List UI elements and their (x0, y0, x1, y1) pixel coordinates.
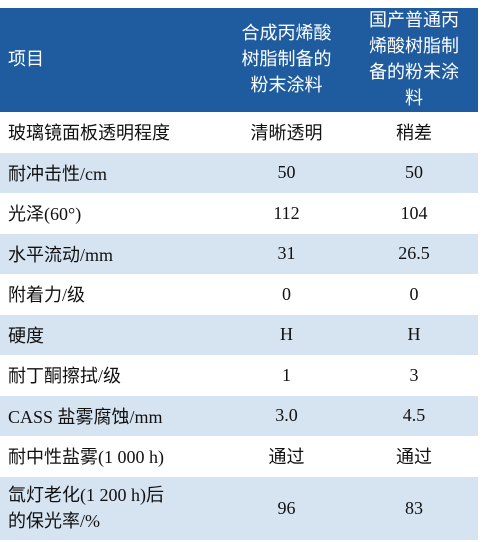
table-cell: 26.5 (350, 233, 478, 274)
table-row: 耐中性盐雾(1 000 h) 通过 通过 (0, 436, 478, 477)
table-row: 玻璃镜面板透明程度 清晰透明 稍差 (0, 112, 478, 153)
table-cell: 4.5 (350, 395, 478, 436)
table-cell: 3 (350, 355, 478, 396)
table-cell: 通过 (350, 436, 478, 477)
header-text: 国产普通丙烯酸树脂制备的粉末涂料 (369, 10, 459, 109)
table-cell: 0 (350, 274, 478, 315)
table-cell: 硬度 (0, 314, 223, 355)
cell-text: 耐中性盐雾(1 000 h) (8, 447, 164, 468)
cell-text: 0 (282, 283, 291, 304)
table-cell: H (223, 314, 350, 355)
cell-text: 50 (277, 162, 296, 183)
table-row: 硬度 H H (0, 314, 478, 355)
cell-text: 104 (400, 202, 428, 223)
table-row: 氙灯老化(1 200 h)后的保光率/% 96 83 (0, 476, 478, 540)
cell-text: 水平流动/mm (8, 244, 114, 265)
table-cell: 50 (223, 152, 350, 193)
cell-text: CASS 盐雾腐蚀/mm (8, 406, 163, 427)
table-cell: 耐中性盐雾(1 000 h) (0, 436, 223, 477)
cell-text: 0 (409, 283, 419, 304)
cell-text: 硬度 (8, 325, 44, 346)
cell-text: 3 (409, 364, 419, 385)
cell-text: 112 (273, 202, 300, 223)
table-cell: CASS 盐雾腐蚀/mm (0, 395, 223, 436)
table-cell: 耐冲击性/cm (0, 152, 223, 193)
cell-text: 3.0 (275, 405, 298, 426)
table-cell: 清晰透明 (223, 112, 350, 153)
cell-text: 26.5 (398, 243, 430, 264)
table-cell: 3.0 (223, 395, 350, 436)
table-cell: 112 (223, 193, 350, 234)
table-cell: 水平流动/mm (0, 233, 223, 274)
table-row: CASS 盐雾腐蚀/mm 3.0 4.5 (0, 395, 478, 436)
header-text: 合成丙烯酸树脂制备的粉末涂料 (241, 23, 332, 96)
table-cell: 0 (223, 274, 350, 315)
table-row: 水平流动/mm 31 26.5 (0, 233, 478, 274)
table-cell: 50 (350, 152, 478, 193)
table-cell: 稍差 (350, 112, 478, 153)
table-cell: 96 (223, 476, 350, 540)
cell-text: 通过 (268, 447, 305, 468)
cell-text: 4.5 (402, 405, 426, 426)
table-row: 耐丁酮擦拭/级 1 3 (0, 355, 478, 396)
header-cell: 国产普通丙烯酸树脂制备的粉末涂料 (350, 8, 478, 112)
table-cell: 玻璃镜面板透明程度 (0, 112, 223, 153)
cell-text: 83 (405, 498, 423, 518)
table-cell: 1 (223, 355, 350, 396)
table-body: 玻璃镜面板透明程度 清晰透明 稍差耐冲击性/cm 50 50 光泽(60°) 112 104 水… (0, 112, 478, 540)
header-cell: 项目 (0, 8, 223, 112)
cell-text: 附着力/级 (8, 285, 86, 306)
cell-text: 1 (282, 364, 291, 385)
table-row: 光泽(60°) 112 104 (0, 193, 478, 234)
cell-text: 耐丁酮擦拭/级 (8, 366, 122, 387)
header-row: 项目 合成丙烯酸树脂制备的粉末涂料 国产普通丙烯酸树脂制备的粉末涂料 (0, 8, 478, 112)
cell-text: 96 (277, 498, 296, 518)
table-cell: 104 (350, 193, 478, 234)
table-cell: 氙灯老化(1 200 h)后的保光率/% (0, 476, 223, 540)
table-cell: 耐丁酮擦拭/级 (0, 355, 223, 396)
table-row: 耐冲击性/cm 50 50 (0, 152, 478, 193)
cell-text: 耐冲击性/cm (8, 163, 107, 184)
header-cell: 合成丙烯酸树脂制备的粉末涂料 (223, 8, 350, 112)
cell-text: 稍差 (396, 123, 432, 144)
table-row: 附着力/级 0 0 (0, 274, 478, 315)
table-cell: H (350, 314, 478, 355)
table-cell: 附着力/级 (0, 274, 223, 315)
cell-text: 清晰透明 (250, 123, 323, 144)
cell-text: 玻璃镜面板透明程度 (8, 123, 170, 144)
cell-text: 50 (405, 162, 423, 183)
table-cell: 83 (350, 476, 478, 540)
cell-text: 氙灯老化(1 200 h)后的保光率/% (8, 485, 164, 531)
cell-text: 通过 (396, 447, 432, 468)
cell-text: H (280, 324, 293, 345)
cell-text: 31 (277, 243, 296, 264)
table-cell: 光泽(60°) (0, 193, 223, 234)
data-table: 项目 合成丙烯酸树脂制备的粉末涂料 国产普通丙烯酸树脂制备的粉末涂料 玻璃镜面板… (0, 8, 478, 540)
table-cell: 31 (223, 233, 350, 274)
cell-text: H (407, 324, 421, 345)
cell-text: 光泽(60°) (8, 204, 82, 225)
table-cell: 通过 (223, 436, 350, 477)
